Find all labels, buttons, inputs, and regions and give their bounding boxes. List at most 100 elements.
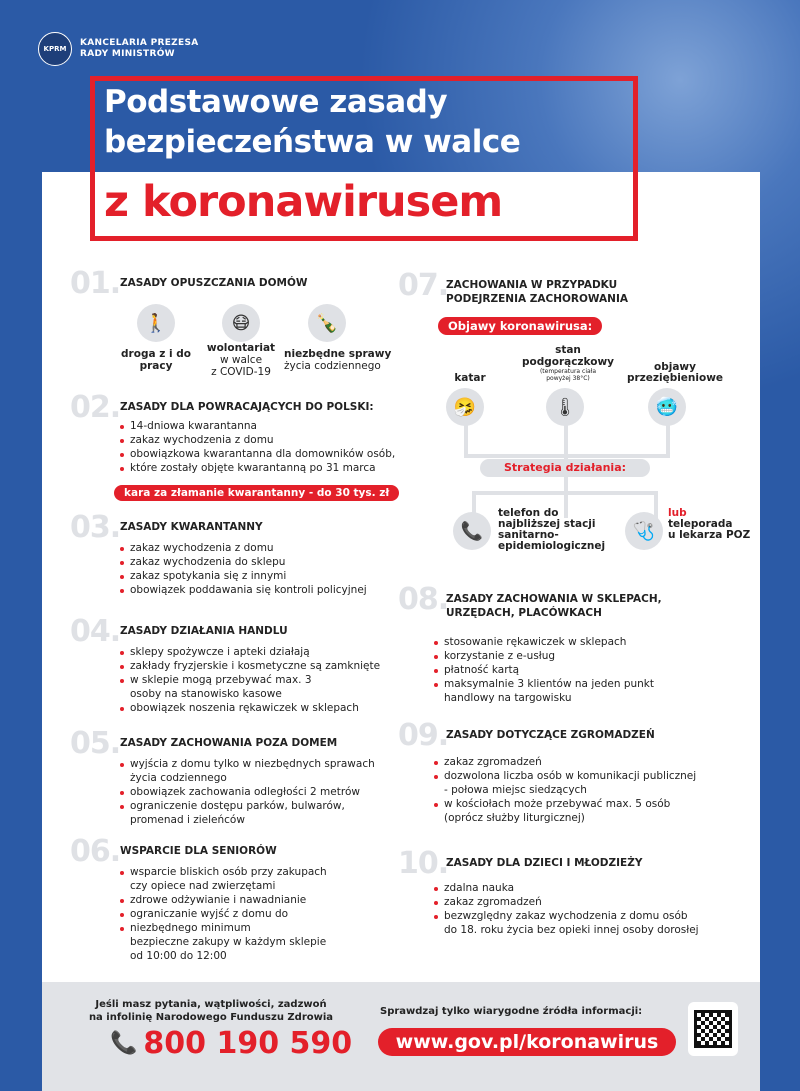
symptom-label: stan podgorączkowy (temperatura ciała powyż… — [521, 344, 615, 382]
section-number: 02. — [70, 390, 121, 425]
bullet-list: sklepy spożywcze i apteki działają zakła… — [120, 646, 380, 716]
bullet-list: wyjścia z domu tylko w niezbędnych spraw… — [120, 758, 375, 828]
list-item-continuation: życia codziennego — [130, 772, 227, 784]
list-item: zdalna nauka — [434, 882, 699, 895]
masked-face-icon: 😷 — [222, 304, 260, 342]
list-item: zakaz wychodzenia z domu — [120, 542, 367, 555]
phone-number: 800 190 590 — [143, 1026, 353, 1061]
list-item: obowiązek poddawania się kontroli policy… — [120, 584, 367, 597]
list-item: 14-dniowa kwarantanna — [120, 420, 395, 433]
kprm-seal: KPRM — [38, 32, 72, 66]
list-item: sklepy spożywcze i apteki działają — [120, 646, 380, 659]
section-number: 04. — [70, 614, 121, 649]
section-title: ZACHOWANIA W PRZYPADKU PODEJRZENIA ZACHOR… — [446, 279, 628, 305]
symptom-label: katar — [454, 372, 486, 384]
walking-with-bag-icon: 🚶 — [137, 304, 175, 342]
list-item: obowiązkowa kwarantanna dla domowników o… — [120, 448, 395, 461]
list-item: ograniczenie dostępu parków, bulwarów, — [120, 800, 375, 813]
list-item-continuation: handlowy na targowisku — [444, 692, 572, 704]
helpline-number[interactable]: 📞 800 190 590 — [110, 1026, 352, 1061]
title-line3: z koronawirusem — [104, 177, 503, 227]
bullet-list: zakaz zgromadzeń dozwolona liczba osób w… — [434, 756, 696, 826]
list-item: wyjścia z domu tylko w niezbędnych spraw… — [120, 758, 375, 771]
item-label: droga z i do pracy — [121, 348, 191, 372]
section-title: ZASADY KWARANTANNY — [120, 521, 263, 533]
stethoscope-icon: 🩺 — [625, 512, 663, 550]
list-item: zakaz zgromadzeń — [434, 896, 699, 909]
title-frame — [90, 76, 638, 241]
helpline-text: Jeśli masz pytania, wątpliwości, zadzwoń… — [88, 999, 334, 1023]
list-item: zakaz wychodzenia z domu — [120, 434, 395, 447]
org-name-line2: RADY MINISTRÓW — [80, 49, 175, 59]
list-item-continuation: czy opiece nad zwierzętami — [130, 880, 276, 892]
list-item: zakaz wychodzenia do sklepu — [120, 556, 367, 569]
phone-icon: 📞 — [110, 1031, 138, 1056]
list-item: bezwzględny zakaz wychodzenia z domu osó… — [434, 910, 699, 923]
website-link[interactable]: www.gov.pl/koronawirus — [378, 1028, 676, 1056]
thermometer-icon: 🌡 — [546, 388, 584, 426]
phone-icon: 📞 — [453, 512, 491, 550]
section-title: ZASADY ZACHOWANIA POZA DOMEM — [120, 737, 338, 749]
list-item-continuation: - połowa miejsc siedzących — [444, 784, 587, 796]
section-number: 01. — [70, 266, 121, 301]
list-item: w kościołach może przebywać max. 5 osób — [434, 798, 696, 811]
section-title: WSPARCIE DLA SENIORÓW — [120, 845, 277, 857]
section-title: ZASADY DLA DZIECI I MŁODZIEŻY — [446, 857, 643, 869]
list-item: które zostały objęte kwarantanną po 31 m… — [120, 462, 395, 475]
list-item: maksymalnie 3 klientów na jeden punkt — [434, 678, 654, 691]
section-number: 07. — [398, 268, 449, 303]
section-title: ZASADY DLA POWRACAJĄCYCH DO POLSKI: — [120, 401, 374, 413]
list-item-continuation: promenad i zieleńców — [130, 814, 245, 826]
list-item-continuation: bezpieczne zakupy w każdym sklepie — [130, 936, 327, 948]
list-item: zakaz zgromadzeń — [434, 756, 696, 769]
list-item: obowiązek noszenia rękawiczek w sklepach — [120, 702, 380, 715]
list-item: zdrowe odżywianie i nawadnianie — [120, 894, 327, 907]
section-number: 06. — [70, 834, 121, 869]
list-item: płatność kartą — [434, 664, 654, 677]
list-item: stosowanie rękawiczek w sklepach — [434, 636, 654, 649]
section-title: ZASADY DOTYCZĄCE ZGROMADZEŃ — [446, 729, 655, 741]
runny-nose-icon: 🤧 — [446, 388, 484, 426]
list-item-continuation: (oprócz służby liturgicznej) — [444, 812, 585, 824]
section-number: 10. — [398, 846, 449, 881]
item-label: niezbędne sprawy życia codziennego — [284, 348, 392, 372]
bullet-list: 14-dniowa kwarantanna zakaz wychodzenia … — [120, 420, 395, 476]
bullet-list: stosowanie rękawiczek w sklepach korzyst… — [434, 636, 654, 706]
penalty-badge: kara za złamanie kwarantanny - do 30 tys… — [114, 485, 400, 501]
list-item: wsparcie bliskich osób przy zakupach — [120, 866, 327, 879]
teleconsultation-text: lub teleporada u lekarza POZ — [668, 507, 751, 541]
kprm-logo: KPRM KANCELARIA PREZESA RADY MINISTRÓW — [38, 32, 199, 66]
symptoms-label: Objawy koronawirusa: — [438, 317, 603, 335]
groceries-icon: 🍾 — [308, 304, 346, 342]
list-item: ograniczanie wyjść z domu do — [120, 908, 327, 921]
list-item-continuation: do 18. roku życia bez opieki innej osoby… — [444, 924, 699, 936]
list-item: niezbędnego minimum — [120, 922, 327, 935]
list-item: w sklepie mogą przebywać max. 3 — [120, 674, 380, 687]
section-title: ZASADY OPUSZCZANIA DOMÓW — [120, 277, 308, 289]
list-item: dozwolona liczba osób w komunikacji publ… — [434, 770, 696, 783]
bullet-list: wsparcie bliskich osób przy zakupach czy… — [120, 866, 327, 964]
list-item-continuation: od 10:00 do 12:00 — [130, 950, 227, 962]
cold-symptoms-icon: 🥶 — [648, 388, 686, 426]
section-number: 05. — [70, 726, 121, 761]
phone-strategy-text: telefon do najbliższej stacji sanitarno-ep… — [498, 507, 606, 552]
title-backing — [96, 172, 636, 236]
verify-sources-text: Sprawdzaj tylko wiarygodne źródła inform… — [380, 1006, 643, 1017]
bullet-list: zakaz wychodzenia z domu zakaz wychodzen… — [120, 542, 367, 598]
section-number: 08. — [398, 582, 449, 617]
org-name-line1: KANCELARIA PREZESA — [80, 38, 199, 48]
item-label: wolontariat w walce z COVID-19 — [206, 342, 276, 378]
list-item: korzystanie z e-usług — [434, 650, 654, 663]
section-number: 03. — [70, 510, 121, 545]
list-item: zakaz spotykania się z innymi — [120, 570, 367, 583]
section-title: ZASADY DZIAŁANIA HANDLU — [120, 625, 288, 637]
qr-code[interactable] — [688, 1002, 738, 1056]
symptom-label: objawy przeziębieniowe — [626, 361, 724, 384]
section-title: ZASADY ZACHOWANIA W SKLEPACH, URZĘDACH, P… — [446, 593, 662, 619]
list-item: obowiązek zachowania odległości 2 metrów — [120, 786, 375, 799]
list-item: zakłady fryzjerskie i kosmetyczne są zam… — [120, 660, 380, 673]
title-line1: Podstawowe zasady — [104, 84, 448, 120]
list-item-continuation: osoby na stanowisko kasowe — [130, 688, 282, 700]
strategy-label: Strategia działania: — [480, 459, 650, 477]
title-line2: bezpieczeństwa w walce — [104, 124, 521, 160]
